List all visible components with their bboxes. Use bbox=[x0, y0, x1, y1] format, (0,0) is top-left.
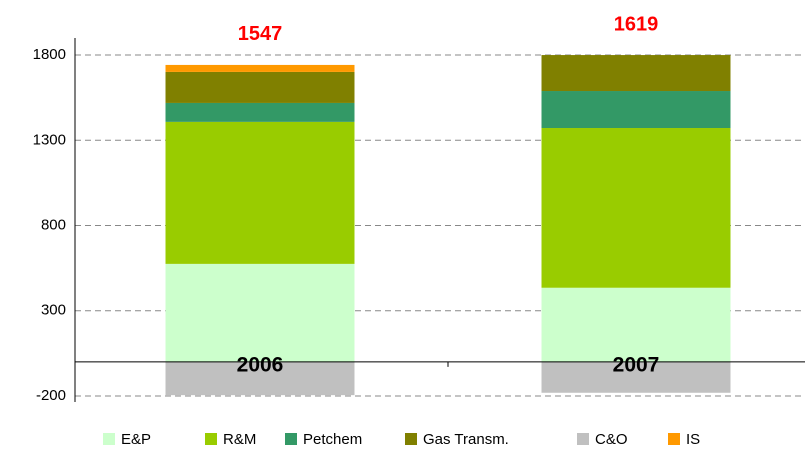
legend-swatch bbox=[668, 433, 680, 445]
y-tick-label: 800 bbox=[41, 216, 66, 233]
y-tick-label: 1800 bbox=[33, 46, 66, 63]
legend-swatch bbox=[577, 433, 589, 445]
legend-label: IS bbox=[686, 431, 700, 448]
bar-segment bbox=[541, 91, 731, 129]
bar-segment bbox=[165, 102, 355, 122]
bar-segment bbox=[165, 361, 355, 396]
legend-swatch bbox=[103, 433, 115, 445]
bar-segment bbox=[165, 263, 355, 362]
y-tick-label: 1300 bbox=[33, 131, 66, 148]
bar-segment bbox=[165, 121, 355, 264]
total-label: 1619 bbox=[614, 13, 659, 35]
total-label: 1547 bbox=[238, 23, 283, 45]
x-tick-label: 2006 bbox=[237, 353, 284, 376]
y-tick-label: -200 bbox=[36, 387, 66, 404]
y-tick-label: 300 bbox=[41, 302, 66, 319]
bar-segment bbox=[541, 287, 731, 362]
bar-segment bbox=[165, 64, 355, 72]
legend-swatch bbox=[405, 433, 417, 445]
legend-label: R&M bbox=[223, 431, 256, 448]
bar-segment bbox=[541, 361, 731, 393]
legend-label: E&P bbox=[121, 431, 151, 448]
x-tick-label: 2007 bbox=[613, 353, 660, 376]
bar-segment bbox=[165, 71, 355, 103]
legend-label: Gas Transm. bbox=[423, 431, 509, 448]
legend-label: Petchem bbox=[303, 431, 362, 448]
legend-swatch bbox=[205, 433, 217, 445]
bar-segment bbox=[541, 128, 731, 288]
legend-swatch bbox=[285, 433, 297, 445]
legend-label: C&O bbox=[595, 431, 628, 448]
bar-segment bbox=[541, 55, 731, 92]
